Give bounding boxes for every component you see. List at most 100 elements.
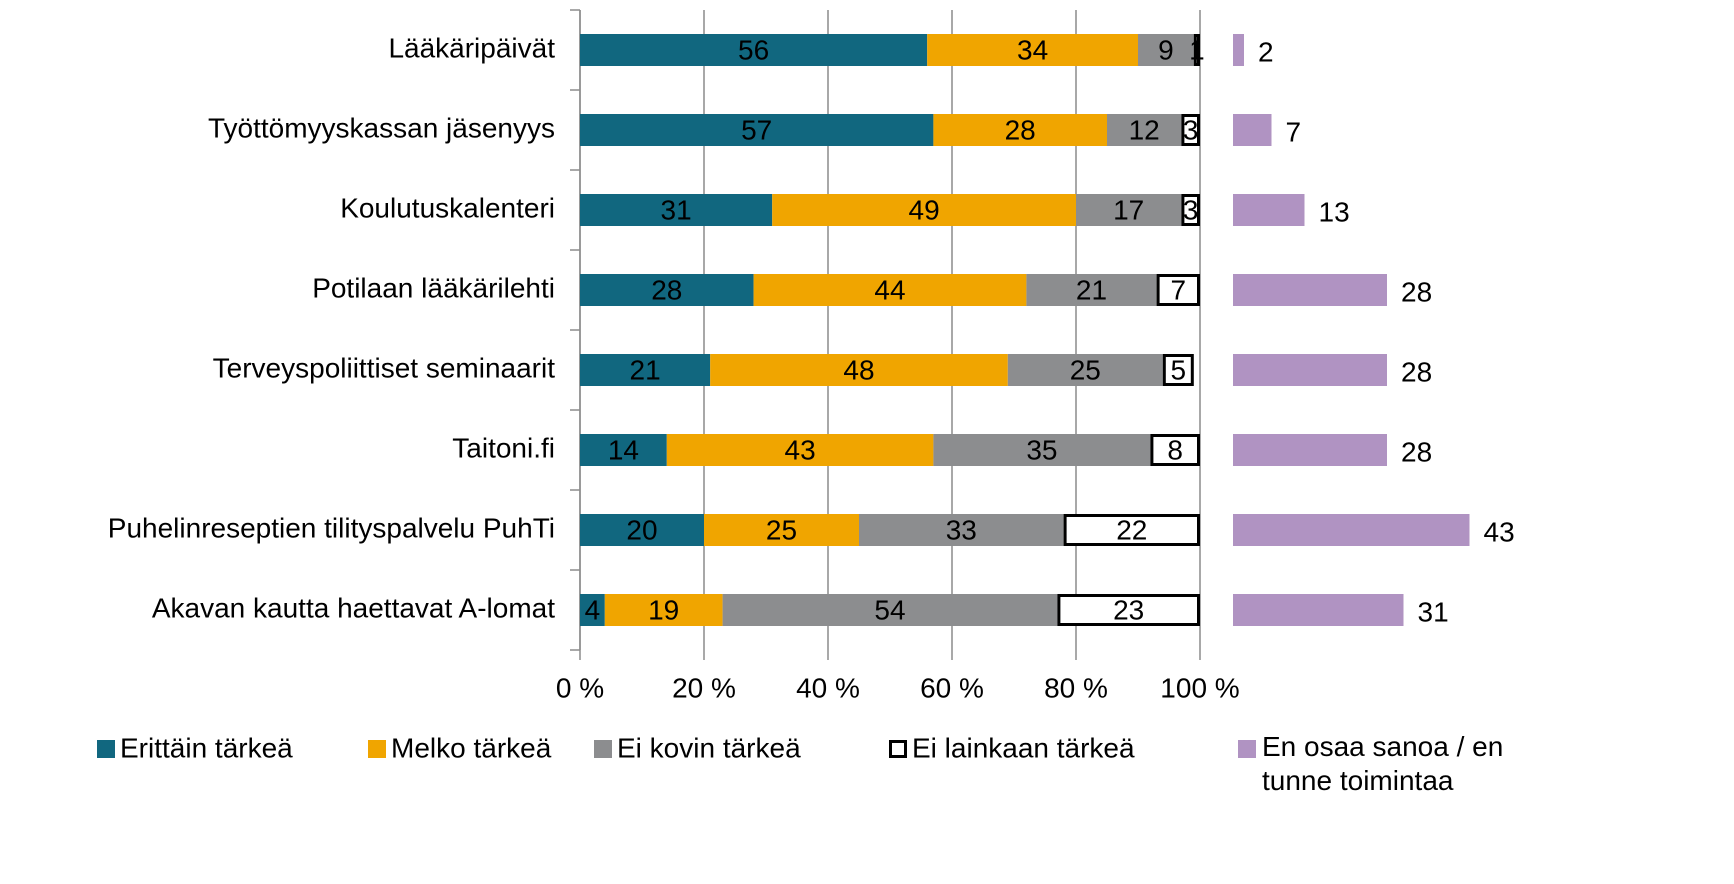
bar-segment — [1063, 514, 1200, 546]
bar-segment — [704, 514, 859, 546]
y-tick-label: Terveyspoliittiset seminaarit — [213, 352, 556, 383]
data-label: 28 — [1401, 276, 1432, 307]
data-label: 25 — [1070, 354, 1101, 385]
data-label: 14 — [608, 434, 639, 465]
bar-segment — [1156, 274, 1200, 306]
data-label: 28 — [1401, 356, 1432, 387]
bar-segment — [933, 434, 1151, 466]
data-label: 3 — [1183, 194, 1199, 225]
bar-segment — [1181, 114, 1201, 146]
x-tick-label: 80 % — [1044, 672, 1108, 703]
legend-label: Ei kovin tärkeä — [617, 732, 801, 763]
bar-segment — [927, 34, 1138, 66]
data-label: 2 — [1258, 36, 1274, 67]
legend-swatch — [368, 740, 386, 758]
bar-segment — [1181, 194, 1201, 226]
legend-swatch — [97, 740, 115, 758]
bar-segment — [580, 194, 773, 226]
legend-swatch — [889, 740, 907, 758]
bar — [1233, 114, 1272, 146]
data-label: 49 — [909, 194, 940, 225]
data-label: 31 — [661, 194, 692, 225]
bar — [1233, 354, 1387, 386]
data-label: 31 — [1418, 596, 1449, 627]
bar-segment — [1076, 194, 1182, 226]
bar-segment — [1150, 434, 1201, 466]
bar-segment — [580, 114, 934, 146]
data-label: 22 — [1116, 514, 1147, 545]
data-label: 7 — [1286, 116, 1302, 147]
bar-segment — [580, 434, 667, 466]
bar-segment — [722, 594, 1058, 626]
data-label: 1 — [1189, 34, 1205, 65]
bar-segment — [580, 354, 711, 386]
data-label: 23 — [1113, 594, 1144, 625]
legend-label: Melko tärkeä — [391, 732, 552, 763]
data-label: 43 — [785, 434, 816, 465]
data-label: 48 — [843, 354, 874, 385]
data-label: 19 — [648, 594, 679, 625]
bar-segment — [1107, 114, 1182, 146]
bar-segment — [580, 514, 704, 546]
bar-segment — [1138, 34, 1194, 66]
bar-segment — [1162, 354, 1194, 386]
data-label: 56 — [738, 34, 769, 65]
data-label: 17 — [1113, 194, 1144, 225]
data-label: 9 — [1158, 34, 1174, 65]
data-label: 43 — [1484, 516, 1515, 547]
y-tick-label: Lääkäripäivät — [388, 32, 555, 63]
bar — [1233, 34, 1244, 66]
bar-segment — [604, 594, 723, 626]
legend-label: En osaa sanoa / en tunne toimintaa — [1262, 731, 1504, 796]
y-tick-label: Taitoni.fi — [452, 432, 555, 463]
data-label: 25 — [766, 514, 797, 545]
data-label: 28 — [1401, 436, 1432, 467]
bar — [1233, 194, 1305, 226]
y-tick-label: Akavan kautta haettavat A-lomat — [152, 592, 555, 623]
legend-label: Erittäin tärkeä — [120, 732, 293, 763]
bar-segment — [580, 594, 605, 626]
data-label: 28 — [651, 274, 682, 305]
x-tick-label: 60 % — [920, 672, 984, 703]
data-label: 44 — [874, 274, 905, 305]
data-label: 57 — [741, 114, 772, 145]
bar — [1233, 594, 1404, 626]
bar — [1233, 434, 1387, 466]
data-label: 3 — [1183, 114, 1199, 145]
bar-segment — [1026, 274, 1157, 306]
data-label: 21 — [630, 354, 661, 385]
bar-segment — [666, 434, 934, 466]
bar-segment — [1193, 34, 1201, 66]
bar-segment — [933, 114, 1107, 146]
bar — [1233, 274, 1387, 306]
data-label: 13 — [1319, 196, 1350, 227]
data-label: 54 — [874, 594, 905, 625]
bar-segment — [859, 514, 1064, 546]
y-tick-label: Koulutuskalenteri — [340, 192, 555, 223]
data-label: 8 — [1167, 434, 1183, 465]
bar-segment — [580, 34, 928, 66]
bar-segment — [1007, 354, 1163, 386]
y-tick-label: Työttömyyskassan jäsenyys — [208, 112, 555, 143]
data-label: 34 — [1017, 34, 1048, 65]
data-label: 4 — [585, 594, 601, 625]
bar-segment — [710, 354, 1008, 386]
x-tick-label: 0 % — [556, 672, 604, 703]
data-label: 5 — [1171, 354, 1187, 385]
x-tick-label: 100 % — [1160, 672, 1239, 703]
x-tick-label: 20 % — [672, 672, 736, 703]
bar-segment — [580, 274, 754, 306]
data-label: 7 — [1171, 274, 1187, 305]
y-tick-label: Potilaan lääkärilehti — [312, 272, 555, 303]
bar-segment — [1057, 594, 1201, 626]
data-label: 21 — [1076, 274, 1107, 305]
legend-swatch — [594, 740, 612, 758]
data-label: 35 — [1026, 434, 1057, 465]
bar — [1233, 514, 1470, 546]
data-label: 20 — [626, 514, 657, 545]
bar-segment — [772, 194, 1076, 226]
data-label: 33 — [946, 514, 977, 545]
y-tick-label: Puhelinreseptien tilityspalvelu PuhTi — [108, 512, 555, 543]
